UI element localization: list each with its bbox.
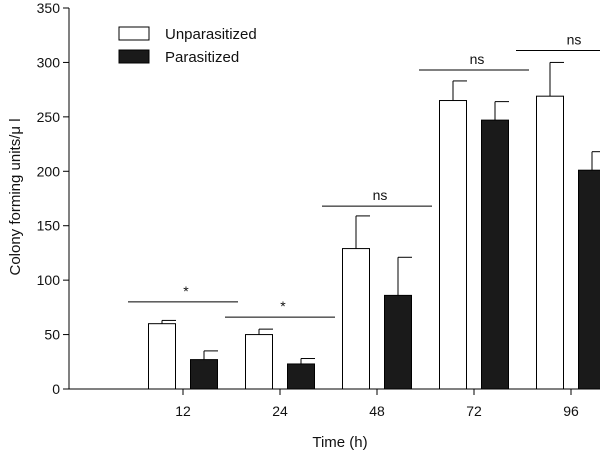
y-tick-label: 0 [52,381,60,397]
bar-unparasitized-96 [536,95,564,390]
legend-label-parasitized: Parasitized [165,49,239,66]
x-tick-label: 12 [175,403,191,419]
x-axis-label: Time (h) [312,434,367,451]
y-tick-label: 250 [37,109,61,125]
x-tick-label: 24 [272,403,288,419]
significance-label: * [280,298,286,314]
x-tick-label: 48 [369,403,385,419]
bar-parasitized-48 [384,294,412,390]
y-tick-label: 50 [44,327,60,343]
y-tick-label: 300 [37,54,61,70]
y-axis-label: Colony forming units/μ l [7,118,24,275]
significance-label: ns [373,187,388,203]
x-tick-label: 72 [466,403,482,419]
y-tick-label: 350 [37,0,61,16]
significance-label: ns [567,31,582,47]
legend-swatch-parasitized [118,49,150,64]
bar-unparasitized-12 [148,323,176,390]
bar-unparasitized-48 [342,248,370,390]
y-tick-label: 150 [37,218,61,234]
bars [148,61,600,390]
bar-unparasitized-24 [245,334,273,390]
bar-parasitized-72 [481,119,509,390]
bar-parasitized-24 [287,363,315,390]
bar-unparasitized-72 [439,100,467,390]
legend: Unparasitized Parasitized [118,26,257,66]
x-axis: 12 24 48 72 96 [69,388,580,419]
significance-annotations: * * ns ns ns [128,31,600,318]
legend-swatch-unparasitized [118,26,150,41]
bar-parasitized-96 [578,169,600,390]
significance-label: ns [470,51,485,67]
legend-label-unparasitized: Unparasitized [165,26,257,43]
significance-label: * [183,283,189,299]
x-tick-label: 96 [563,403,579,419]
y-axis: 0 50 100 150 200 250 300 350 [37,0,70,397]
bar-parasitized-12 [190,359,218,390]
y-tick-label: 200 [37,163,61,179]
y-tick-label: 100 [37,272,61,288]
